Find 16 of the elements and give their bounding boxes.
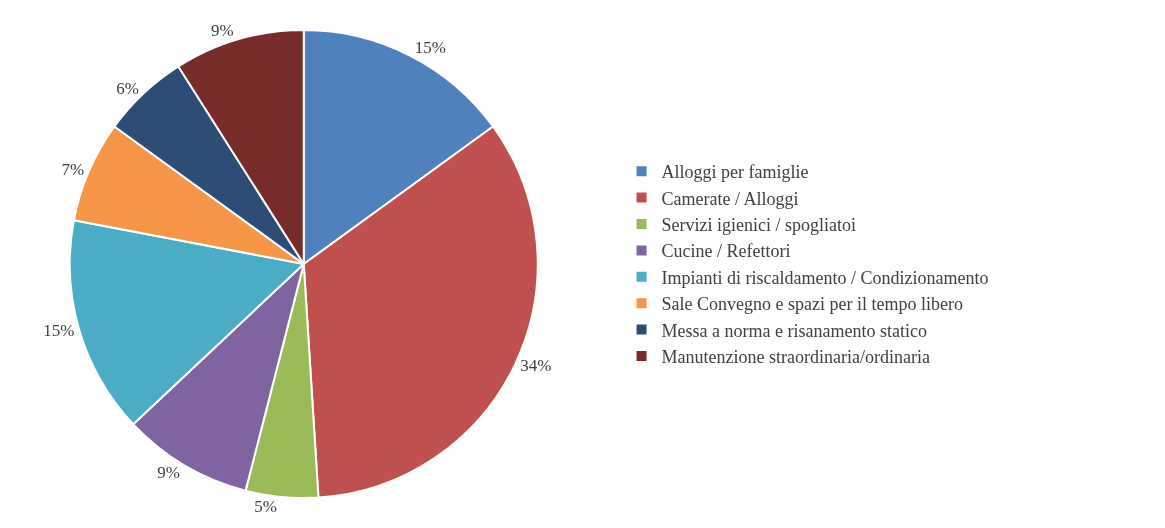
data-label: 15% xyxy=(414,38,446,58)
legend-label: Servizi igienici / spogliatoi xyxy=(661,215,857,236)
legend-label: Messa a norma e risanamento statico xyxy=(661,320,927,341)
data-label: 5% xyxy=(254,496,277,516)
legend-label: Sale Convegno e spazi per il tempo libero xyxy=(661,294,963,315)
legend-label: Camerate / Alloggi xyxy=(661,188,799,209)
data-label: 9% xyxy=(157,462,180,482)
legend-label: Cucine / Refettori xyxy=(661,241,791,262)
legend-label: Impianti di riscaldamento / Condizionamento xyxy=(661,267,989,288)
data-label: 9% xyxy=(211,21,234,41)
legend-label: Alloggi per famiglie xyxy=(661,162,809,183)
data-label: 15% xyxy=(43,320,75,340)
legend-label: Manutenzione straordinaria/ordinaria xyxy=(661,347,930,368)
data-label: 6% xyxy=(116,78,139,98)
data-label: 34% xyxy=(520,355,552,375)
data-label: 7% xyxy=(61,160,85,180)
